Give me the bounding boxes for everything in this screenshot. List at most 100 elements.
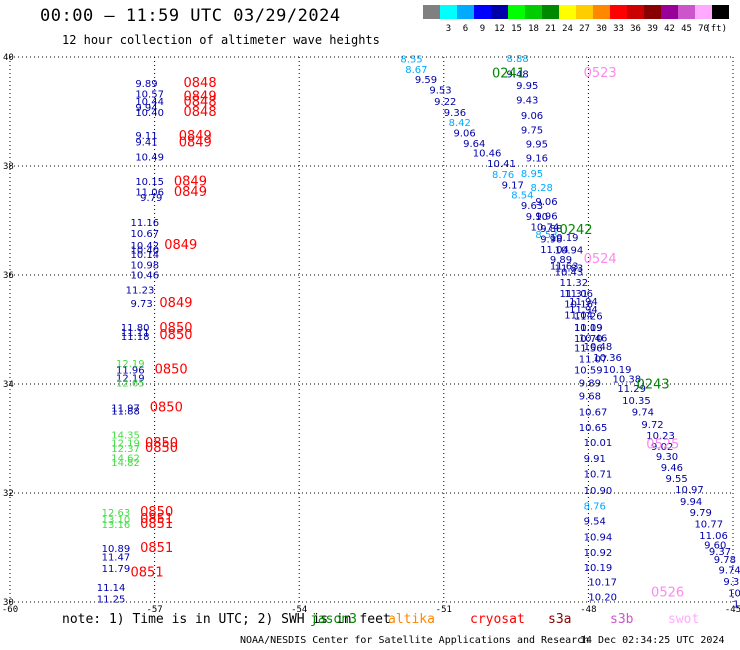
swh-value-label: 10.94 — [555, 246, 584, 257]
swh-value-label: 9.36 — [444, 108, 466, 119]
swh-value-label: 9.75 — [521, 125, 543, 136]
swh-value-label: 12.65 — [116, 379, 145, 390]
swh-value-label: 10.67 — [131, 229, 160, 240]
colorbar-label: 24 — [562, 24, 573, 34]
colorbar-swatch — [525, 5, 542, 19]
swh-value-label: 8.54 — [511, 191, 533, 202]
swh-value-label: 10.20 — [588, 592, 617, 603]
x-tick-label: -54 — [291, 605, 307, 615]
swh-value-label: 10.92 — [584, 548, 613, 559]
colorbar-swatch — [712, 5, 729, 19]
colorbar-swatch — [627, 5, 644, 19]
pass-time-label: 0850 — [145, 441, 178, 456]
swh-value-label: 9.94 — [680, 497, 702, 508]
colorbar-label: 45 — [681, 24, 692, 34]
swh-value-label: 9.16 — [526, 154, 548, 165]
swh-value-label: 12.63 — [102, 508, 131, 519]
colorbar-label: 27 — [579, 24, 590, 34]
swh-value-label: 10.36 — [593, 353, 622, 364]
swh-value-label: 9.89 — [579, 379, 601, 390]
swh-value-label: 10.48 — [584, 342, 613, 353]
swh-value-label: 9.79 — [690, 508, 712, 519]
swh-value-label: 11.83 — [555, 264, 584, 275]
pass-time-label: 0849 — [184, 90, 217, 105]
colorbar-label: 33 — [613, 24, 624, 34]
swh-value-label: 11.56 — [574, 343, 603, 354]
swh-value-label: 10.17 — [588, 578, 617, 589]
plot-grid — [9, 56, 734, 603]
colorbar-label: 36 — [630, 24, 641, 34]
colorbar-label: 18 — [528, 24, 539, 34]
x-tick-label: -51 — [436, 605, 452, 615]
swh-value-label: 12.19 — [116, 373, 145, 384]
pass-time-label: 0849 — [159, 296, 192, 311]
swh-value-label: 12.19 — [111, 439, 140, 450]
swh-value-label: 10.46 — [131, 270, 160, 281]
footer-credit: NOAA/NESDIS Center for Satellite Applica… — [240, 635, 590, 646]
colorbar-unit: (ft) — [705, 24, 727, 34]
colorbar-swatch — [508, 5, 525, 19]
colorbar-swatch — [678, 5, 695, 19]
pass-time-label: 0524 — [584, 252, 617, 267]
swh-value-label: 9.72 — [641, 420, 663, 431]
swh-value-label: 9.74 — [719, 566, 740, 577]
pass-time-label: 0849 — [164, 238, 197, 253]
swh-value-label: 10.35 — [622, 396, 651, 407]
swh-value-label: 9.11 — [135, 131, 157, 142]
swh-value-label: 9.88 — [540, 224, 562, 235]
swh-value-label: 11.80 — [121, 323, 150, 334]
x-tick-label: -45 — [725, 605, 740, 615]
swh-value-label: 8.76 — [584, 501, 606, 512]
pass-time-label: 0851 — [131, 565, 164, 580]
swh-value-label: 10.89 — [102, 544, 131, 555]
swh-value-label: 9.30 — [656, 452, 678, 463]
pass-time-label: 0242 — [559, 223, 592, 238]
swh-value-label: 9.02 — [651, 442, 673, 453]
swh-value-label: 11.16 — [131, 218, 160, 229]
colorbar-swatch — [559, 5, 576, 19]
pass-time-label: 0850 — [145, 436, 178, 451]
swh-value-label: 10.41 — [487, 159, 516, 170]
swh-value-label: 11.14 — [97, 583, 126, 594]
swh-value-label: 9.63 — [521, 201, 543, 212]
swh-value-label: 11.96 — [116, 366, 145, 377]
x-tick-label: -57 — [146, 605, 162, 615]
swh-value-label: 8.53 — [535, 230, 557, 241]
swh-value-label: 10.19 — [574, 323, 603, 334]
pass-time-label: 0850 — [159, 321, 192, 336]
swh-value-label: 9.17 — [502, 180, 524, 191]
colorbar-label: 15 — [511, 24, 522, 34]
colorbar-label: 39 — [647, 24, 658, 34]
swh-value-label: 9.95 — [526, 139, 548, 150]
swh-value-label: 11.25 — [97, 595, 126, 606]
swh-value-label: 8.55 — [400, 54, 422, 65]
swh-value-label: 9.53 — [429, 86, 451, 97]
swh-value-label: 10.77 — [694, 519, 723, 530]
colorbar-label: 70 — [698, 24, 709, 34]
chart-subtitle: 12 hour collection of altimeter wave hei… — [62, 33, 380, 47]
swh-value-label: 9.46 — [661, 463, 683, 474]
swh-value-label: 9.43 — [516, 95, 538, 106]
swh-value-label: 11.06 — [564, 289, 593, 300]
swh-value-label: 8.28 — [531, 183, 553, 194]
swh-value-label: 8.67 — [405, 65, 427, 76]
swh-value-label: 11.31 — [559, 289, 588, 300]
swh-value-label: 11.29 — [617, 384, 646, 395]
swh-value-label: 10.67 — [579, 408, 608, 419]
pass-time-label: 0848 — [184, 105, 217, 120]
swh-value-label: 11.23 — [126, 286, 155, 297]
swh-value-label: 10.16 — [564, 300, 593, 311]
footer-timestamp: 14 Dec 02:34:25 UTC 2024 — [580, 635, 725, 646]
mission-label: cryosat — [470, 612, 525, 627]
swh-value-label: 11.11 — [121, 328, 150, 339]
swh-value-label: 11.32 — [559, 278, 588, 289]
colorbar-swatch — [661, 5, 678, 19]
swh-value-label: 9.79 — [140, 193, 162, 204]
mission-label: s3b — [610, 612, 634, 627]
pass-time-label: 0850 — [159, 328, 192, 343]
swh-value-label: 11.07 — [579, 355, 608, 366]
pass-time-label: 0850 — [155, 363, 188, 378]
y-tick-label: 36 — [3, 271, 14, 281]
pass-time-label: 0523 — [584, 66, 617, 81]
swh-value-label: 8.76 — [492, 170, 514, 181]
